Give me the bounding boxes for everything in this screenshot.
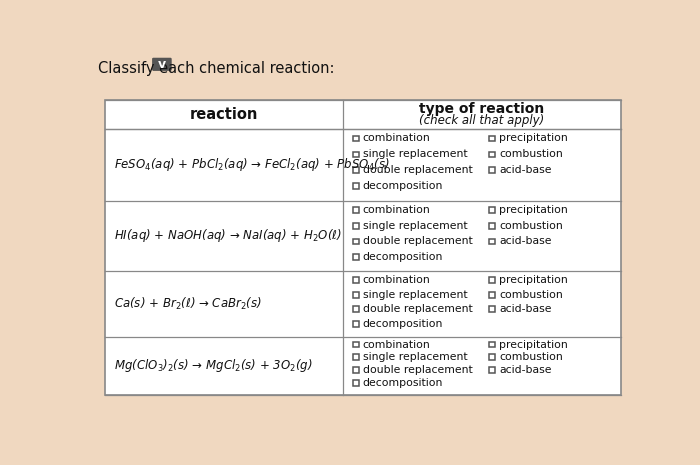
- Bar: [353, 207, 358, 213]
- Bar: [353, 277, 358, 283]
- Text: Mg(ClO$_3$)$_2$(s) → MgCl$_2$(s) + 3O$_2$(g): Mg(ClO$_3$)$_2$(s) → MgCl$_2$(s) + 3O$_2…: [114, 357, 313, 374]
- Bar: [489, 277, 495, 283]
- Text: double replacement: double replacement: [363, 166, 473, 175]
- Bar: [353, 167, 358, 173]
- Bar: [353, 306, 358, 312]
- Bar: [353, 292, 358, 298]
- Bar: [353, 183, 358, 189]
- Bar: [489, 239, 495, 245]
- Bar: [353, 223, 358, 229]
- Bar: [353, 354, 358, 360]
- FancyBboxPatch shape: [153, 58, 172, 70]
- Text: FeSO$_4$(aq) + PbCl$_2$(aq) → FeCl$_2$(aq) + PbSO$_4$(s): FeSO$_4$(aq) + PbCl$_2$(aq) → FeCl$_2$(a…: [114, 156, 390, 173]
- Text: double replacement: double replacement: [363, 237, 473, 246]
- Bar: [353, 136, 358, 141]
- Text: combustion: combustion: [499, 221, 563, 231]
- Bar: [489, 167, 495, 173]
- Text: HI(aq) + NaOH(aq) → NaI(aq) + H$_2$O(ℓ): HI(aq) + NaOH(aq) → NaI(aq) + H$_2$O(ℓ): [114, 227, 342, 245]
- Bar: [353, 321, 358, 326]
- Text: decomposition: decomposition: [363, 319, 443, 329]
- Bar: [489, 306, 495, 312]
- Text: acid-base: acid-base: [499, 237, 552, 246]
- Text: combination: combination: [363, 339, 430, 350]
- Text: decomposition: decomposition: [363, 181, 443, 191]
- Text: double replacement: double replacement: [363, 304, 473, 314]
- Text: Classify each chemical reaction:: Classify each chemical reaction:: [98, 61, 335, 76]
- Text: combustion: combustion: [499, 290, 563, 299]
- Text: precipitation: precipitation: [499, 205, 568, 215]
- Text: precipitation: precipitation: [499, 339, 568, 350]
- Text: single replacement: single replacement: [363, 352, 468, 362]
- Bar: [489, 354, 495, 360]
- Bar: [104, 100, 621, 395]
- Text: precipitation: precipitation: [499, 133, 568, 144]
- Text: acid-base: acid-base: [499, 304, 552, 314]
- Text: combustion: combustion: [499, 352, 563, 362]
- Text: combination: combination: [363, 133, 430, 144]
- Text: (check all that apply): (check all that apply): [419, 114, 545, 127]
- Text: combustion: combustion: [499, 149, 563, 159]
- Bar: [489, 152, 495, 157]
- Bar: [489, 292, 495, 298]
- Bar: [353, 254, 358, 260]
- Bar: [489, 342, 495, 347]
- Text: acid-base: acid-base: [499, 365, 552, 375]
- Text: precipitation: precipitation: [499, 275, 568, 285]
- Text: combination: combination: [363, 275, 430, 285]
- Text: single replacement: single replacement: [363, 221, 468, 231]
- Bar: [489, 223, 495, 229]
- Text: decomposition: decomposition: [363, 252, 443, 262]
- Text: double replacement: double replacement: [363, 365, 473, 375]
- Text: decomposition: decomposition: [363, 378, 443, 388]
- Bar: [353, 342, 358, 347]
- Text: single replacement: single replacement: [363, 290, 468, 299]
- Text: Ca(s) + Br$_2$(ℓ) → CaBr$_2$(s): Ca(s) + Br$_2$(ℓ) → CaBr$_2$(s): [114, 296, 262, 312]
- Bar: [353, 239, 358, 245]
- Bar: [489, 136, 495, 141]
- Bar: [353, 367, 358, 373]
- Text: v: v: [158, 58, 166, 71]
- Bar: [489, 207, 495, 213]
- Bar: [353, 152, 358, 157]
- Text: reaction: reaction: [190, 107, 258, 122]
- Text: combination: combination: [363, 205, 430, 215]
- Bar: [489, 367, 495, 373]
- Text: type of reaction: type of reaction: [419, 102, 545, 116]
- Text: acid-base: acid-base: [499, 166, 552, 175]
- Bar: [353, 380, 358, 386]
- Text: single replacement: single replacement: [363, 149, 468, 159]
